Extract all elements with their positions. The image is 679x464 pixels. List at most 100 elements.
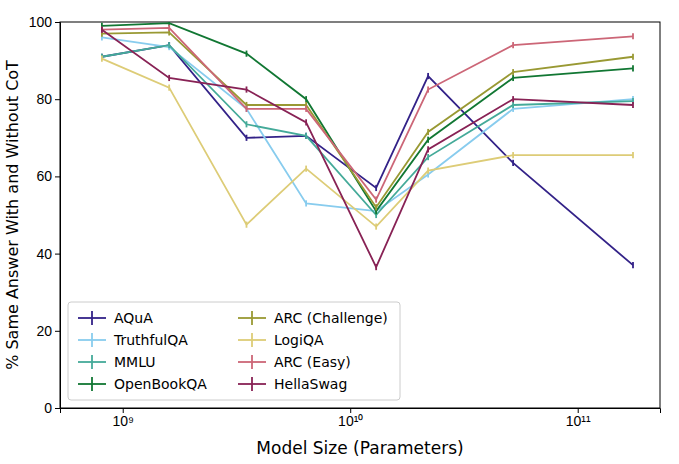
error-bar: [305, 106, 307, 112]
series-line: [102, 32, 633, 207]
legend-label: OpenBookQA: [114, 376, 207, 392]
series-line: [102, 23, 633, 211]
legend-item: AQuA: [78, 310, 153, 326]
error-bar: [246, 222, 248, 228]
error-bar: [375, 204, 377, 210]
error-bar: [375, 185, 377, 191]
legend-item: MMLU: [78, 354, 156, 370]
legend-label: TruthfulQA: [113, 332, 188, 348]
series-line: [102, 30, 633, 267]
series-line: [102, 28, 633, 200]
error-bar: [305, 166, 307, 172]
error-bar: [101, 27, 103, 33]
series-line: [102, 59, 633, 227]
legend-swatch: [251, 311, 253, 325]
legend-label: MMLU: [114, 354, 156, 370]
y-tick-mark: [55, 331, 60, 332]
plot-frame: [60, 22, 660, 408]
error-bar: [168, 75, 170, 81]
y-tick-label: 60: [36, 168, 52, 184]
error-bar: [305, 96, 307, 102]
error-bar: [427, 154, 429, 160]
error-bar: [246, 86, 248, 92]
error-bar: [246, 121, 248, 127]
error-bar: [427, 86, 429, 92]
legend-item: HellaSwag: [238, 376, 347, 392]
legend-label: LogiQA: [274, 332, 324, 348]
legend-item: ARC (Easy): [238, 354, 351, 370]
error-bar: [168, 42, 170, 48]
error-bar: [305, 133, 307, 139]
legend-swatch: [251, 355, 253, 369]
error-bar: [512, 96, 514, 102]
error-bar: [512, 160, 514, 166]
error-bar: [101, 56, 103, 62]
legend-swatch: [91, 333, 93, 347]
error-bar: [168, 42, 170, 48]
legend-swatch: [91, 377, 93, 391]
legend-label: ARC (Challenge): [274, 310, 388, 326]
error-bar: [427, 73, 429, 79]
error-bar: [632, 102, 634, 108]
error-bar: [632, 33, 634, 39]
error-bar: [512, 69, 514, 75]
error-bar: [305, 133, 307, 139]
error-bar: [305, 200, 307, 206]
x-tick: 10¹⁰: [338, 408, 363, 429]
x-tick-label: 10¹⁰: [338, 413, 363, 429]
error-bar: [632, 152, 634, 158]
error-bar: [512, 42, 514, 48]
error-bar: [168, 85, 170, 91]
chart: 10⁹10¹⁰10¹¹020406080100Model Size (Param…: [0, 0, 679, 464]
error-bar: [427, 168, 429, 174]
error-bar: [512, 75, 514, 81]
y-tick: 100: [29, 14, 60, 30]
x-tick: 10⁹: [112, 408, 134, 429]
legend-item: LogiQA: [238, 332, 324, 348]
legend-swatch: [251, 333, 253, 347]
legend-item: ARC (Challenge): [238, 310, 388, 326]
y-axis-title: % Same Answer With and Without CoT: [3, 60, 22, 370]
error-bar: [632, 54, 634, 60]
legend-swatch: [251, 377, 253, 391]
y-axis: 020406080100: [29, 14, 61, 416]
y-tick-mark: [55, 254, 60, 255]
error-bar: [375, 196, 377, 202]
y-tick-mark: [55, 408, 60, 409]
error-bar: [305, 119, 307, 125]
plot-area: [102, 22, 633, 270]
series-line: [102, 45, 633, 265]
y-tick-label: 40: [36, 246, 52, 262]
y-tick: 40: [36, 246, 60, 262]
error-bar: [375, 223, 377, 229]
y-tick-label: 80: [36, 91, 52, 107]
series-line: [102, 37, 633, 211]
x-tick-label: 10¹¹: [566, 413, 591, 429]
error-bar: [246, 106, 248, 112]
legend-box: [68, 302, 400, 400]
error-bar: [375, 264, 377, 270]
y-tick: 80: [36, 91, 60, 107]
y-tick-label: 0: [44, 400, 52, 416]
error-bar: [512, 152, 514, 158]
y-tick: 60: [36, 168, 60, 184]
legend-swatch: [91, 355, 93, 369]
x-tick: 10¹¹: [566, 408, 591, 429]
legend-item: TruthfulQA: [78, 332, 188, 348]
error-bar: [101, 27, 103, 33]
y-tick-mark: [55, 22, 60, 23]
error-bar: [427, 137, 429, 143]
error-bar: [246, 135, 248, 141]
y-tick-mark: [55, 99, 60, 100]
legend-label: ARC (Easy): [274, 354, 351, 370]
y-tick: 0: [44, 400, 60, 416]
error-bar: [427, 146, 429, 152]
error-bar: [246, 106, 248, 112]
legend: AQuA TruthfulQA MMLU OpenBookQA ARC (Challen…: [68, 302, 400, 400]
error-bar: [632, 262, 634, 268]
legend-label: AQuA: [114, 310, 153, 326]
legend-swatch: [91, 311, 93, 325]
y-tick-mark: [55, 176, 60, 177]
error-bar: [168, 25, 170, 31]
legend-item: OpenBookQA: [78, 376, 207, 392]
